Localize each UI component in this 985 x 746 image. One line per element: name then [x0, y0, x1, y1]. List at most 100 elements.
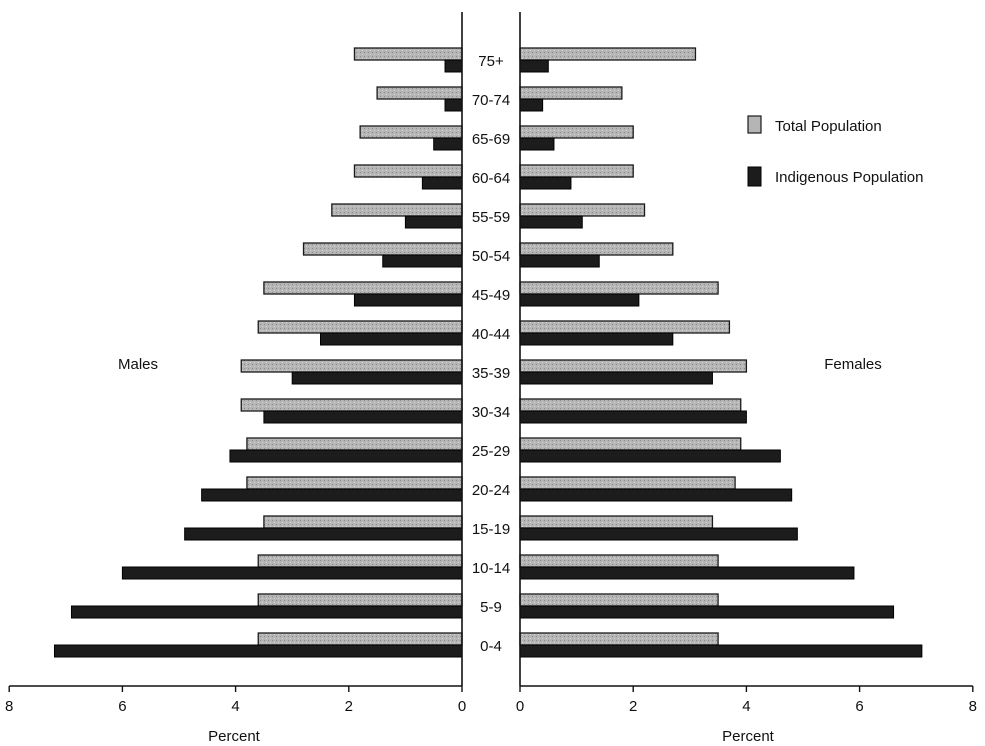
bar-total-female	[519, 203, 646, 217]
males-x-tick-label: 4	[231, 698, 239, 715]
bar-indigenous-female	[519, 566, 855, 580]
age-group-label: 55-59	[472, 209, 510, 226]
legend-label-indigenous-population: Indigenous Population	[775, 169, 923, 186]
males-x-tick-label: 6	[118, 698, 126, 715]
age-group-label: 60-64	[472, 170, 510, 187]
age-group-label: 30-34	[472, 404, 510, 421]
bar-indigenous-male	[291, 371, 463, 385]
bar-indigenous-male	[121, 566, 463, 580]
bar-indigenous-male	[353, 293, 463, 307]
bar-indigenous-female	[519, 605, 895, 619]
bar-indigenous-male	[421, 176, 463, 190]
bar-total-male	[263, 515, 463, 529]
bar-indigenous-female	[519, 98, 544, 112]
bar-indigenous-female	[519, 449, 781, 463]
bar-indigenous-female	[519, 371, 713, 385]
age-group-label: 5-9	[480, 599, 502, 616]
females-x-axis-label: Percent	[722, 728, 775, 745]
legend: Total Population Indigenous Population	[747, 115, 923, 187]
bar-indigenous-male	[201, 488, 463, 502]
bar-indigenous-female	[519, 137, 555, 151]
bar-total-female	[519, 47, 697, 61]
legend-label-total-population: Total Population	[775, 118, 882, 135]
females-panel-title: Females	[824, 356, 882, 373]
bar-total-male	[376, 86, 463, 100]
bar-total-female	[519, 632, 719, 646]
bar-indigenous-female	[519, 293, 640, 307]
age-group-label: 40-44	[472, 326, 510, 343]
males-x-axis-label: Percent	[208, 728, 261, 745]
bar-total-female	[519, 515, 714, 529]
text-layer: Males Females Percent Percent 8 6 4 2 0 0 2 4 6 8…	[5, 53, 977, 745]
bar-indigenous-female	[519, 254, 600, 268]
bar-indigenous-female	[519, 332, 674, 346]
bar-total-female	[519, 398, 742, 412]
bar-total-male	[257, 320, 463, 334]
age-group-label: 0-4	[480, 638, 502, 655]
bar-indigenous-male	[444, 98, 463, 112]
bar-total-female	[519, 86, 623, 100]
bar-total-female	[519, 359, 748, 373]
bar-total-female	[519, 320, 731, 334]
age-group-label: 45-49	[472, 287, 510, 304]
bar-total-female	[519, 593, 719, 607]
bar-total-female	[519, 554, 719, 568]
bar-total-male	[257, 593, 463, 607]
bar-total-female	[519, 281, 719, 295]
bar-total-female	[519, 242, 674, 256]
bar-total-male	[257, 554, 463, 568]
bar-indigenous-male	[444, 59, 463, 73]
age-group-label: 20-24	[472, 482, 510, 499]
bar-total-female	[519, 476, 736, 490]
legend-swatch-total-population	[747, 115, 762, 134]
bar-total-male	[331, 203, 463, 217]
males-x-tick-label: 0	[458, 698, 466, 715]
males-panel-title: Males	[118, 356, 158, 373]
bar-total-male	[353, 47, 463, 61]
bar-indigenous-female	[519, 488, 793, 502]
bar-total-female	[519, 437, 742, 451]
bar-total-female	[519, 125, 634, 139]
bar-indigenous-female	[519, 59, 549, 73]
age-group-label: 25-29	[472, 443, 510, 460]
bar-indigenous-female	[519, 176, 572, 190]
bar-indigenous-female	[519, 410, 747, 424]
females-x-tick-label: 8	[969, 698, 977, 715]
bar-indigenous-male	[433, 137, 463, 151]
bar-indigenous-female	[519, 215, 583, 229]
bar-total-male	[302, 242, 463, 256]
legend-swatch-indigenous-population	[747, 166, 762, 187]
bar-indigenous-male	[70, 605, 463, 619]
bar-total-male	[246, 437, 463, 451]
bar-indigenous-male	[320, 332, 463, 346]
bar-total-female	[519, 164, 634, 178]
age-group-label: 15-19	[472, 521, 510, 538]
age-group-label: 65-69	[472, 131, 510, 148]
bar-indigenous-male	[229, 449, 463, 463]
bar-indigenous-female	[519, 644, 923, 658]
females-x-tick-label: 6	[855, 698, 863, 715]
bar-indigenous-male	[53, 644, 463, 658]
bar-indigenous-female	[519, 527, 798, 541]
age-group-label: 50-54	[472, 248, 510, 265]
bar-total-male	[359, 125, 463, 139]
bar-total-male	[240, 359, 463, 373]
age-group-label: 70-74	[472, 92, 510, 109]
bar-indigenous-male	[404, 215, 463, 229]
axes-layer	[8, 12, 974, 692]
age-group-label: 10-14	[472, 560, 510, 577]
age-group-label: 75+	[478, 53, 504, 70]
age-group-label: 35-39	[472, 365, 510, 382]
bar-indigenous-male	[382, 254, 463, 268]
males-x-tick-label: 2	[345, 698, 353, 715]
bar-indigenous-male	[184, 527, 463, 541]
bar-total-male	[353, 164, 463, 178]
bar-indigenous-male	[263, 410, 463, 424]
bar-total-male	[240, 398, 463, 412]
bar-total-male	[263, 281, 463, 295]
females-x-tick-label: 4	[742, 698, 750, 715]
bars-layer	[53, 47, 923, 658]
bar-total-male	[257, 632, 463, 646]
females-x-tick-label: 0	[516, 698, 524, 715]
